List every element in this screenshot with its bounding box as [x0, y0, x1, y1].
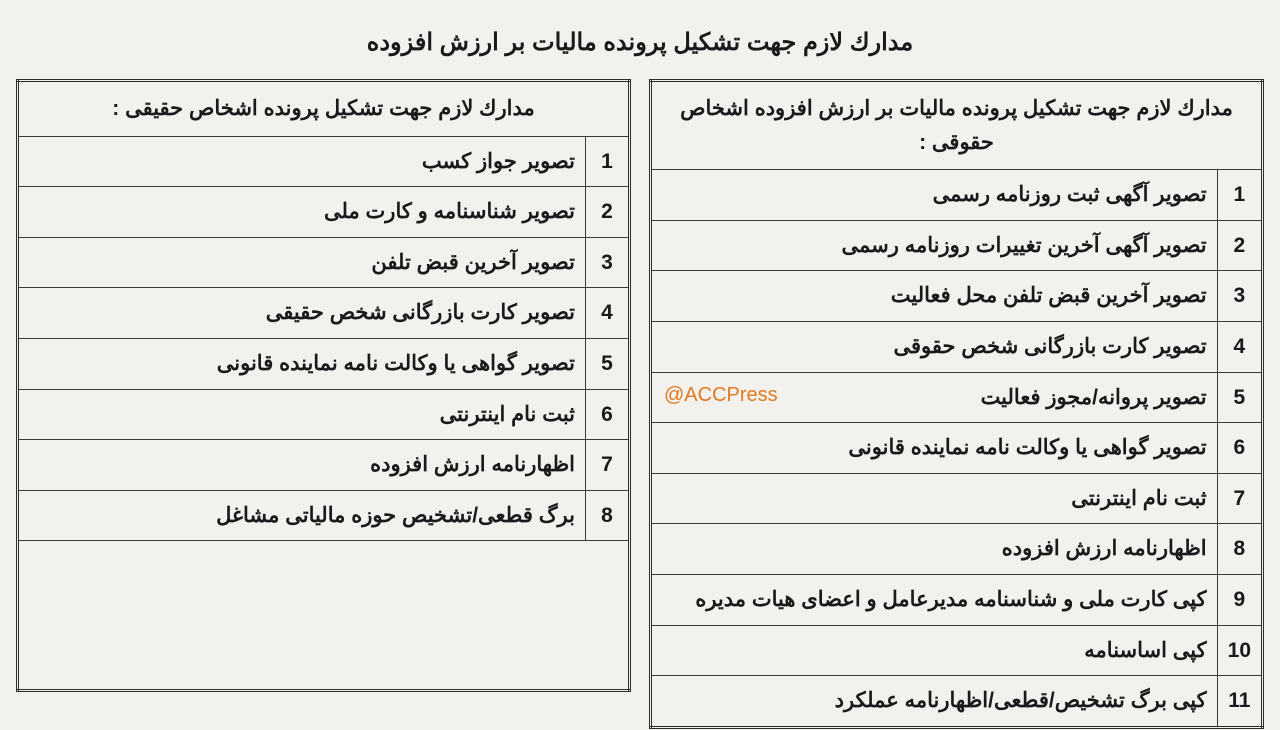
table-row: 10 کپی اساسنامه: [651, 625, 1263, 676]
table-row: 4 تصویر کارت بازرگانی شخص حقیقی: [18, 288, 630, 339]
table-row: 9 کپی کارت ملی و شناسنامه مدیرعامل و اعض…: [651, 574, 1263, 625]
legal-table-wrap: مدارك لازم جهت تشكيل پرونده ماليات بر ار…: [649, 79, 1264, 729]
row-text: تصویر پروانه/مجوز فعالیت @ACCPress: [651, 372, 1218, 423]
row-number: 5: [1217, 372, 1262, 423]
row-number: 6: [586, 389, 630, 440]
table-row: 7 اظهارنامه ارزش افزوده: [18, 440, 630, 491]
row-text: تصویر آگهی آخرین تغییرات روزنامه رسمی: [651, 220, 1218, 271]
empty-cell: [18, 541, 630, 691]
row-text: تصویر گواهی یا وکالت نامه نماینده قانونی: [18, 338, 586, 389]
individual-header: مدارك لازم جهت تشكيل پرونده اشخاص حقيقی …: [18, 81, 630, 137]
row-number: 3: [586, 237, 630, 288]
row-number: 4: [1217, 321, 1262, 372]
row-text: تصویر گواهی یا وکالت نامه نماینده قانونی: [651, 423, 1218, 474]
table-row: 5 تصویر پروانه/مجوز فعالیت @ACCPress: [651, 372, 1263, 423]
row-text: اظهارنامه ارزش افزوده: [651, 524, 1218, 575]
table-row: 8 اظهارنامه ارزش افزوده: [651, 524, 1263, 575]
table-row: 5 تصویر گواهی یا وکالت نامه نماینده قانو…: [18, 338, 630, 389]
row-number: 7: [1217, 473, 1262, 524]
row-text-inner: تصویر پروانه/مجوز فعالیت: [981, 386, 1207, 409]
row-number: 8: [1217, 524, 1262, 575]
table-row: 4 تصویر کارت بازرگانی شخص حقوقی: [651, 321, 1263, 372]
table-row: 6 تصویر گواهی یا وکالت نامه نماینده قانو…: [651, 423, 1263, 474]
row-number: 8: [586, 490, 630, 541]
row-text: اظهارنامه ارزش افزوده: [18, 440, 586, 491]
row-text: تصویر آگهی ثبت روزنامه رسمی: [651, 170, 1218, 221]
row-number: 5: [586, 338, 630, 389]
row-number: 2: [586, 187, 630, 238]
row-text: کپی کارت ملی و شناسنامه مدیرعامل و اعضای…: [651, 574, 1218, 625]
watermark-text: @ACCPress: [664, 379, 778, 411]
row-text: تصویر آخرین قبض تلفن: [18, 237, 586, 288]
row-text: تصویر کارت بازرگانی شخص حقوقی: [651, 321, 1218, 372]
table-row: 3 تصویر آخرین قبض تلفن محل فعالیت: [651, 271, 1263, 322]
row-number: 4: [586, 288, 630, 339]
row-number: 2: [1217, 220, 1262, 271]
table-row: 8 برگ قطعی/تشخیص حوزه مالیاتی مشاغل: [18, 490, 630, 541]
row-text: تصویر آخرین قبض تلفن محل فعالیت: [651, 271, 1218, 322]
individual-table-wrap: مدارك لازم جهت تشكيل پرونده اشخاص حقيقی …: [16, 79, 631, 692]
row-text: برگ قطعی/تشخیص حوزه مالیاتی مشاغل: [18, 490, 586, 541]
row-text: تصویر شناسنامه و کارت ملی: [18, 187, 586, 238]
row-number: 10: [1217, 625, 1262, 676]
table-row: 2 تصویر شناسنامه و کارت ملی: [18, 187, 630, 238]
row-number: 1: [586, 136, 630, 187]
table-row-empty: [18, 541, 630, 691]
row-text: کپی برگ تشخیص/قطعی/اظهارنامه عملکرد: [651, 676, 1218, 728]
row-text: کپی اساسنامه: [651, 625, 1218, 676]
page-title: مدارك لازم جهت تشكيل پرونده ماليات بر ار…: [16, 28, 1264, 57]
table-row: 7 ثبت نام اینترنتی: [651, 473, 1263, 524]
row-text: تصویر کارت بازرگانی شخص حقیقی: [18, 288, 586, 339]
table-row: 6 ثبت نام اینترنتی: [18, 389, 630, 440]
row-number: 3: [1217, 271, 1262, 322]
table-row: 2 تصویر آگهی آخرین تغییرات روزنامه رسمی: [651, 220, 1263, 271]
table-row: 1 تصویر آگهی ثبت روزنامه رسمی: [651, 170, 1263, 221]
row-number: 9: [1217, 574, 1262, 625]
legal-table: مدارك لازم جهت تشكيل پرونده ماليات بر ار…: [649, 79, 1264, 729]
table-row: 11 کپی برگ تشخیص/قطعی/اظهارنامه عملکرد: [651, 676, 1263, 728]
table-row: 3 تصویر آخرین قبض تلفن: [18, 237, 630, 288]
tables-container: مدارك لازم جهت تشكيل پرونده اشخاص حقيقی …: [16, 79, 1264, 729]
row-number: 11: [1217, 676, 1262, 728]
row-text: تصویر جواز کسب: [18, 136, 586, 187]
row-text: ثبت نام اینترنتی: [18, 389, 586, 440]
row-number: 7: [586, 440, 630, 491]
individual-table: مدارك لازم جهت تشكيل پرونده اشخاص حقيقی …: [16, 79, 631, 692]
table-row: 1 تصویر جواز کسب: [18, 136, 630, 187]
row-number: 6: [1217, 423, 1262, 474]
legal-header: مدارك لازم جهت تشكيل پرونده ماليات بر ار…: [651, 81, 1263, 170]
row-text: ثبت نام اینترنتی: [651, 473, 1218, 524]
row-number: 1: [1217, 170, 1262, 221]
